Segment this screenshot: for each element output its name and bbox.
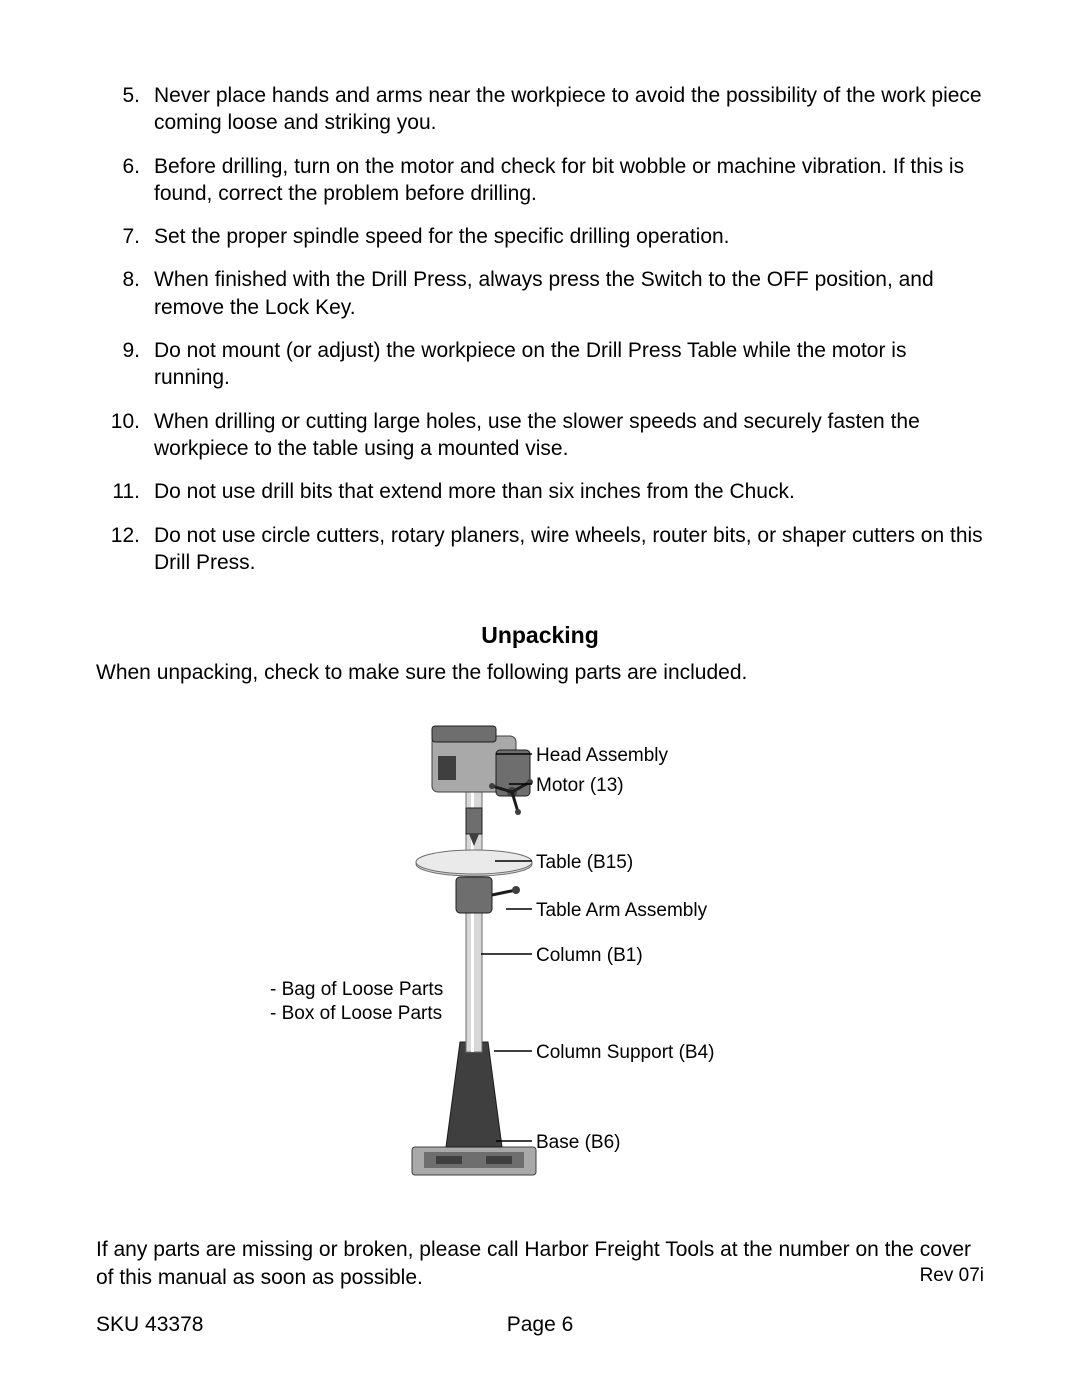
safety-item-number: 7. [96,223,154,250]
safety-item: 11.Do not use drill bits that extend mor… [96,478,984,505]
callout-base: Base (B6) [536,1132,620,1154]
safety-item: 6.Before drilling, turn on the motor and… [96,153,984,208]
revision-label: Rev 07i [920,1265,984,1287]
page-number: Page 6 [507,1313,574,1337]
safety-item: 12.Do not use circle cutters, rotary pla… [96,522,984,577]
safety-list: 5.Never place hands and arms near the wo… [96,82,984,576]
safety-item-number: 12. [96,522,154,577]
safety-item-number: 11. [96,478,154,505]
sku-value: 43378 [145,1313,203,1336]
callout-colsupport: Column Support (B4) [536,1042,714,1064]
safety-item: 10.When drilling or cutting large holes,… [96,408,984,463]
loose-parts-line: - Bag of Loose Parts [270,978,443,1003]
loose-parts-list: - Bag of Loose Parts - Box of Loose Part… [270,978,443,1027]
callout-tablearm: Table Arm Assembly [536,900,707,922]
safety-item: 8.When finished with the Drill Press, al… [96,266,984,321]
safety-item: 7.Set the proper spindle speed for the s… [96,223,984,250]
safety-item: 5.Never place hands and arms near the wo… [96,82,984,137]
sku-label: SKU [96,1313,139,1336]
safety-item-number: 10. [96,408,154,463]
callout-table: Table (B15) [536,852,633,874]
callout-head: Head Assembly [536,745,668,767]
safety-item-number: 9. [96,337,154,392]
safety-item-text: Before drilling, turn on the motor and c… [154,153,984,208]
safety-item: 9.Do not mount (or adjust) the workpiece… [96,337,984,392]
safety-item-number: 5. [96,82,154,137]
callout-motor: Motor (13) [536,775,624,797]
safety-item-text: Set the proper spindle speed for the spe… [154,223,984,250]
callout-column: Column (B1) [536,945,643,967]
safety-item-text: When finished with the Drill Press, alwa… [154,266,984,321]
safety-item-text: Never place hands and arms near the work… [154,82,984,137]
loose-parts-line: - Box of Loose Parts [270,1002,443,1027]
closing-text: If any parts are missing or broken, plea… [96,1236,984,1293]
page-footer: SKU 43378 Page 6 [96,1313,984,1337]
safety-item-number: 8. [96,266,154,321]
safety-item-text: Do not use drill bits that extend more t… [154,478,984,505]
safety-item-text: Do not use circle cutters, rotary planer… [154,522,984,577]
safety-item-text: When drilling or cutting large holes, us… [154,408,984,463]
safety-item-text: Do not mount (or adjust) the workpiece o… [154,337,984,392]
parts-diagram: - Bag of Loose Parts - Box of Loose Part… [96,712,984,1212]
safety-item-number: 6. [96,153,154,208]
unpacking-heading: Unpacking [96,622,984,649]
unpacking-lead: When unpacking, check to make sure the f… [96,659,984,687]
